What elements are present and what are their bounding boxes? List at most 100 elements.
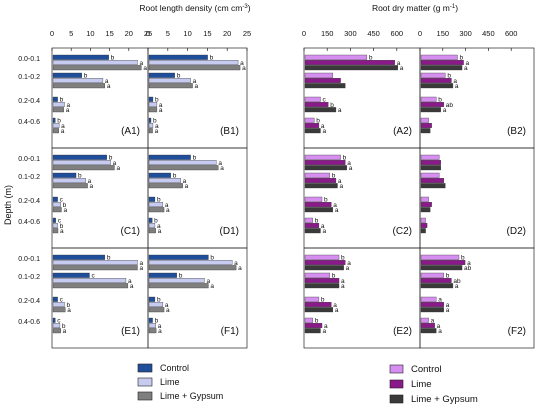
panel-a2-bar-lime	[304, 60, 395, 65]
panel-a1-bar-control	[52, 54, 109, 60]
legend-swatch-lime-rdm	[389, 379, 404, 389]
panel-b1-bar-lime-gypsum	[148, 83, 193, 89]
panel-f1-significance-letter: b	[155, 318, 159, 325]
panel-b1-bar-lime-gypsum	[148, 65, 241, 71]
panel-c2-bar-lime-gypsum	[304, 228, 321, 234]
panel-f1-bar-control	[148, 254, 209, 260]
panel-e1-significance-letter: a	[130, 283, 134, 290]
panel-f1-significance-letter: a	[238, 265, 242, 272]
panel-c1-bar-lime	[52, 202, 61, 207]
panel-e2-bar-lime-gypsum	[304, 283, 340, 289]
depth-label: 0.4-0.6	[18, 219, 40, 226]
panel-f2-bar-control	[420, 254, 460, 260]
panel-c1-significance-letter: a	[116, 165, 120, 172]
panel-b2-significance-letter: a	[453, 78, 457, 85]
panel-c1-significance-letter: b	[109, 155, 113, 162]
panel-c2-significance-letter: a	[333, 202, 337, 209]
panel-d1-bar-lime-gypsum	[148, 207, 165, 213]
panel-e1: 0.0-0.10.1-0.20.2-0.40.4-0.6baacaacbacba…	[18, 247, 149, 349]
panel-f2-bar-lime	[420, 302, 444, 307]
panel-f2-significance-letter: b	[446, 273, 450, 280]
panel-a1-significance-letter: a	[67, 102, 71, 109]
panel-f1-significance-letter: a	[206, 278, 210, 285]
legend-label-lime-gypsum: Lime + Gypsum	[160, 391, 223, 401]
depth-label: 0.1-0.2	[18, 274, 40, 281]
panel-c1-significance-letter: a	[60, 228, 64, 235]
panel-a2-bar-lime	[304, 78, 341, 83]
panel-a2-x-tick-label: 150	[321, 29, 334, 38]
legend-label-lime-rdm: Lime	[411, 379, 432, 390]
panel-f1-bar-lime	[148, 278, 205, 283]
panel-e1-bar-control	[52, 317, 56, 323]
panel-b1-significance-letter: a	[193, 78, 197, 85]
panel-d2-bar-lime	[420, 178, 444, 183]
depth-label: 0.0-0.1	[18, 156, 40, 163]
panel-a2-significance-letter: b	[369, 55, 373, 62]
panel-d1-bar-control	[148, 172, 171, 178]
panel-b1-bar-control	[148, 117, 152, 123]
panel-c2-bar-control	[304, 217, 313, 223]
panel-d2-bar-lime	[420, 223, 428, 228]
panel-c1-significance-letter: c	[58, 218, 62, 225]
legend-label-lime-gypsum-rdm: Lime + Gypsum	[411, 394, 478, 405]
panel-b1-bar-lime	[148, 60, 239, 65]
panel-a2-significance-letter: a	[321, 123, 325, 130]
panel-e1-label: (E1)	[121, 326, 140, 337]
panel-f1-bar-lime	[148, 302, 164, 307]
panel-d1-significance-letter: a	[158, 228, 162, 235]
panel-b1-significance-letter: b	[210, 55, 214, 62]
panel-d2-bar-lime	[420, 160, 441, 165]
panel-f2-significance-letter: a	[455, 283, 459, 290]
panel-b1-significance-letter: a	[240, 60, 244, 67]
panel-d1-label: (D1)	[220, 226, 239, 237]
panel-c2-bar-lime-gypsum	[304, 207, 334, 213]
panel-b1-bar-lime-gypsum	[148, 107, 158, 113]
panel-e2-significance-letter: a	[346, 265, 350, 272]
panel-a2-x-tick-label: 600	[391, 29, 404, 38]
panel-e1-bar-lime-gypsum	[52, 265, 138, 271]
panel-f1-bar-lime-gypsum	[148, 283, 209, 289]
panel-c2-bar-lime	[304, 202, 332, 207]
panel-b1-bar-lime	[148, 123, 154, 128]
left-figure-title: Root length density (cm cm-3)	[139, 3, 250, 13]
panel-f2-bar-lime	[420, 260, 466, 265]
panel-f1-bar-lime	[148, 323, 156, 328]
panel-d2-bar-control	[420, 196, 429, 202]
panel-a1-significance-letter: a	[139, 60, 143, 67]
panel-f2-bar-lime-gypsum	[420, 328, 437, 334]
panel-f1-label: (F1)	[221, 326, 239, 337]
panel-f1-significance-letter: b	[157, 297, 161, 304]
panel-b2-significance-letter: a	[455, 83, 459, 90]
panel-a1-significance-letter: b	[60, 97, 64, 104]
panel-b1-significance-letter: a	[155, 128, 159, 135]
panel-e1-bar-control	[52, 272, 90, 278]
panel-d1-significance-letter: a	[183, 178, 187, 185]
panel-d1-bar-control	[148, 196, 156, 202]
depth-label: 0.2-0.4	[18, 298, 40, 305]
panel-d1-significance-letter: b	[154, 218, 158, 225]
panel-e2-significance-letter: b	[341, 255, 345, 262]
panel-a2-significance-letter: a	[322, 128, 326, 135]
panel-a1-bar-lime	[52, 60, 138, 65]
panel-e1-significance-letter: a	[63, 328, 67, 335]
panel-d1-significance-letter: a	[157, 223, 161, 230]
panel-e2-significance-letter: a	[333, 302, 337, 309]
legend-swatch-lime-gypsum-rdm	[389, 394, 404, 404]
panel-e2-significance-letter: b	[321, 297, 325, 304]
panel-c1-bar-control	[52, 196, 58, 202]
panel-b1-bar-lime	[148, 102, 158, 107]
panel-c2-bar-lime	[304, 160, 346, 165]
panel-e1-significance-letter: c	[57, 318, 61, 325]
panel-b1-label: (B1)	[220, 126, 239, 137]
panel-b2-bar-lime	[420, 102, 444, 107]
panel-a1-bar-lime-gypsum	[52, 65, 142, 71]
panel-d2-bar-lime-gypsum	[420, 165, 441, 171]
panel-c1-bar-lime-gypsum	[52, 165, 115, 171]
panel-c2-bar-lime	[304, 178, 337, 183]
panel-c2-significance-letter: a	[321, 223, 325, 230]
legend-label-lime: Lime	[160, 377, 180, 387]
panel-b1-bar-lime	[148, 78, 191, 83]
panel-a2-significance-letter: b	[330, 102, 334, 109]
